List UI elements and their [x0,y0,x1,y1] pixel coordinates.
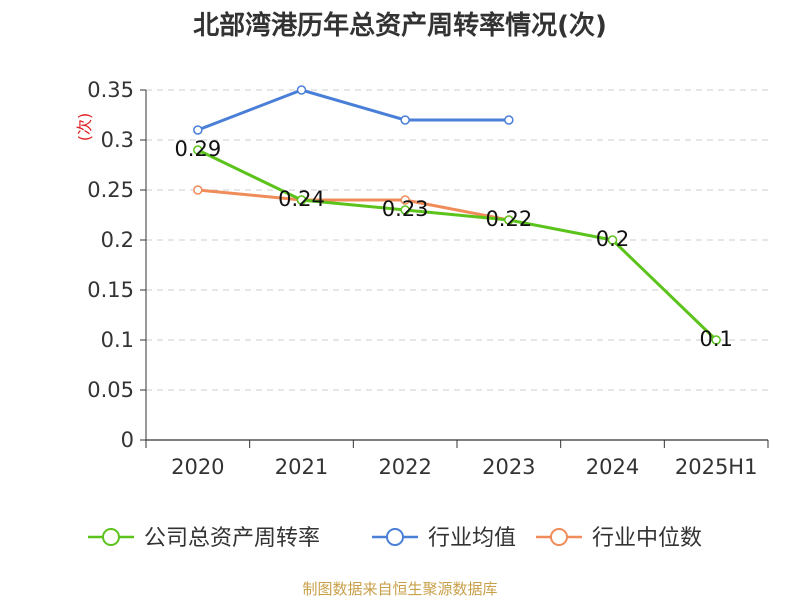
data-point[interactable] [193,145,203,155]
legend-label: 行业中位数 [592,526,702,551]
data-label: 0.22 [485,207,532,231]
data-label: 0.23 [382,197,429,221]
data-point[interactable] [296,195,307,205]
legend[interactable]: 公司总资产周转率 行业均值 行业中位数 [88,526,702,551]
y-tick-label: 0.2 [101,228,134,252]
x-tick-label: 2025H1 [675,455,758,479]
y-tick-label: 0.3 [101,128,134,152]
data-point[interactable] [400,115,410,125]
axes: 0 0.05 0.1 0.15 0.2 0.25 0.3 0.35 2020 2021 2022 20… [87,78,769,479]
y-tick-label: 0.35 [87,78,134,102]
data-point[interactable] [193,185,203,195]
series-line-2 [197,188,510,222]
legend-item-1[interactable]: 行业均值 [372,526,516,551]
data-point[interactable] [400,205,410,215]
y-tick-label: 0.1 [101,328,134,352]
legend-label: 公司总资产周转率 [144,526,320,551]
data-label: 0.1 [699,327,732,351]
y-tick-label: 0.05 [87,378,134,402]
y-tick-label: 0.15 [87,278,134,302]
legend-swatch-marker [386,528,404,546]
data-label: 0.2 [596,227,629,251]
chart-title: 北部湾港历年总资产周转率情况(次) [193,10,607,41]
y-tick-label: 0 [121,428,134,452]
data-point[interactable] [711,335,721,345]
series-line-0 [197,148,718,342]
data-label: 0.24 [278,187,325,211]
data-point[interactable] [607,235,618,245]
x-tick-label: 2021 [275,455,328,479]
x-tick-label: 2022 [378,455,431,479]
data-point[interactable] [400,195,410,205]
grid-lines [146,89,768,391]
y-tick-label: 0.25 [87,178,134,202]
legend-item-0[interactable]: 公司总资产周转率 [88,526,320,551]
x-tick-label: 2020 [171,455,224,479]
x-tick-label: 2023 [482,455,535,479]
data-point[interactable] [504,215,514,225]
series-line-1 [197,88,509,132]
data-point[interactable] [504,115,514,125]
x-tick-label: 2024 [586,455,639,479]
data-point[interactable] [193,125,203,135]
data-labels: 0.29 0.24 0.23 0.22 0.2 0.1 [174,137,732,351]
legend-item-2[interactable]: 行业中位数 [536,526,702,551]
data-point[interactable] [296,85,307,95]
legend-swatch-marker [102,528,120,546]
legend-swatch-marker [550,528,568,546]
data-label: 0.29 [174,137,221,161]
legend-label: 行业均值 [428,526,516,551]
y-axis-unit-label: (次) [75,113,94,142]
source-note: 制图数据来自恒生聚源数据库 [302,580,497,598]
series-lines [193,85,721,345]
